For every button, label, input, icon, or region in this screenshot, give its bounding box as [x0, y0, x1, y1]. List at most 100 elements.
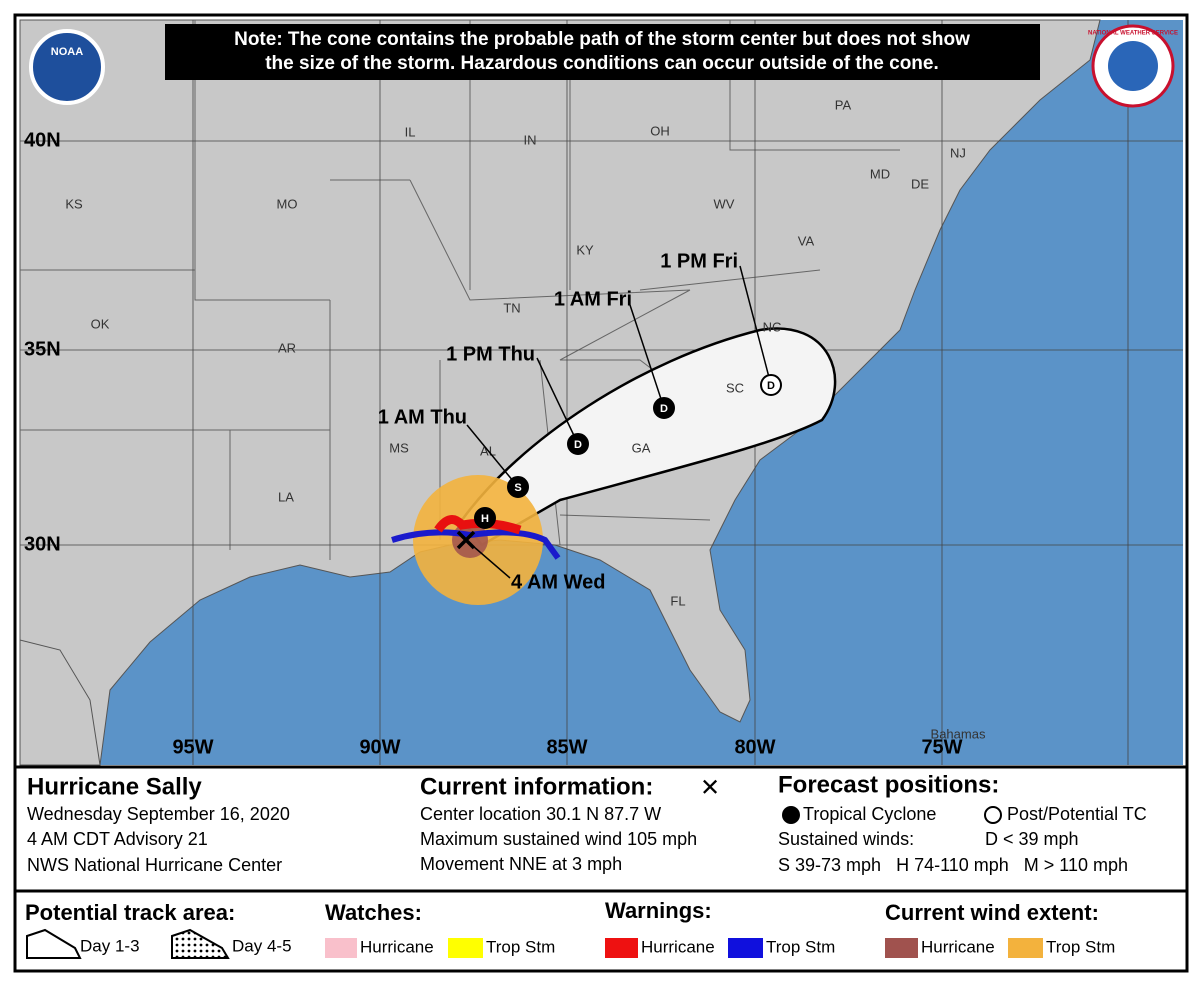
warnings-title: Warnings: — [605, 898, 712, 923]
wind-hurricane-swatch — [885, 938, 918, 958]
state-label: TN — [503, 300, 520, 315]
wind-title: Current wind extent: — [885, 900, 1099, 925]
tc-symbol — [782, 806, 800, 824]
warn-tropstm-swatch — [728, 938, 763, 958]
watches-title: Watches: — [325, 900, 422, 925]
wind-d: D < 39 mph — [985, 829, 1079, 849]
nws-logo-text: NATIONAL WEATHER SERVICE — [1088, 31, 1178, 37]
current-position — [456, 530, 476, 550]
forecast-marker-label: D — [767, 380, 775, 392]
forecast-time: 1 PM Thu — [446, 343, 535, 365]
warn-hurricane-label: Hurricane — [641, 937, 715, 956]
wind-classes: S 39-73 mph H 74-110 mph M > 110 mph — [778, 855, 1128, 875]
state-label: PA — [835, 97, 852, 112]
leader-line — [536, 357, 579, 445]
state-label: MO — [277, 196, 298, 211]
leader-line — [739, 265, 772, 386]
day45-label: Day 4-5 — [232, 936, 292, 955]
storm-name: Hurricane Sally — [27, 773, 202, 800]
state-label: IN — [524, 132, 537, 147]
wind-tropstm-label: Trop Stm — [1046, 937, 1115, 956]
land — [19, 19, 1101, 766]
land-mexico — [19, 639, 101, 766]
watch-hurricane-label: Hurricane — [360, 937, 434, 956]
day45-swatch — [171, 928, 230, 959]
forecast-marker-label: S — [514, 482, 521, 494]
track-title: Potential track area: — [25, 900, 235, 925]
day13-swatch — [26, 928, 82, 959]
forecast-marker — [567, 433, 589, 455]
watch-hurricane-swatch — [325, 938, 357, 958]
date: Wednesday September 16, 2020 — [27, 804, 290, 824]
graticule — [20, 20, 1183, 765]
state-label: MS — [389, 440, 409, 455]
forecast-title: Forecast positions: — [778, 771, 999, 798]
state-label: WV — [714, 196, 735, 211]
longitude-label: 95W — [172, 736, 213, 758]
hurricane-warning — [434, 515, 522, 535]
note-box — [165, 24, 1040, 80]
state-label: KY — [576, 242, 594, 257]
warn-hurricane-swatch — [605, 938, 638, 958]
sustained-winds: Sustained winds: — [778, 829, 914, 849]
latitude-label: 35N — [24, 338, 61, 360]
longitude-label: 85W — [546, 736, 587, 758]
forecast-marker — [474, 507, 496, 529]
state-label: OK — [91, 316, 110, 331]
forecast-marker-label: D — [574, 439, 582, 451]
forecast-marker — [760, 374, 782, 396]
tc-label: Tropical Cyclone — [803, 804, 936, 824]
post-tc-label: Post/Potential TC — [1007, 804, 1147, 824]
current-line: Movement NNE at 3 mph — [420, 854, 622, 874]
forecast-time: 1 PM Fri — [660, 250, 738, 272]
state-label: IL — [405, 124, 416, 139]
leader-line — [466, 424, 519, 488]
center-name: NWS National Hurricane Center — [27, 855, 282, 875]
state-label: LA — [278, 489, 294, 504]
current-line: Center location 30.1 N 87.7 W — [420, 804, 661, 824]
longitude-label: 80W — [734, 736, 775, 758]
state-label: AR — [278, 340, 296, 355]
state-label: OH — [650, 123, 670, 138]
noaa-logo — [29, 29, 105, 105]
forecast-marker-label: H — [481, 513, 489, 525]
wind-hurricane-label: Hurricane — [921, 937, 995, 956]
current-line: Maximum sustained wind 105 mph — [420, 829, 697, 849]
advisory: 4 AM CDT Advisory 21 — [27, 829, 208, 849]
state-label: GA — [632, 440, 651, 455]
state-label: MD — [870, 166, 890, 181]
post-tc-symbol — [984, 806, 1002, 824]
current-title: Current information: — [420, 773, 653, 800]
forecast-time: 1 AM Thu — [378, 406, 467, 428]
leader-line — [629, 304, 665, 409]
state-label: NJ — [950, 145, 966, 160]
forecast-cone — [460, 327, 837, 547]
state-label: KS — [65, 196, 83, 211]
forecast-marker — [507, 476, 529, 498]
noaa-logo-text: NOAA — [51, 46, 83, 58]
note-line: the size of the storm. Hazardous conditi… — [265, 53, 939, 74]
latitude-label: 30N — [24, 533, 61, 555]
state-label: Bahamas — [931, 726, 986, 741]
state-label: VA — [798, 233, 815, 248]
watch-tropstm-label: Trop Stm — [486, 937, 555, 956]
longitude-label: 75W — [921, 736, 962, 758]
current-symbol: ✕ — [700, 774, 720, 801]
warn-tropstm-label: Trop Stm — [766, 937, 835, 956]
longitude-label: 90W — [359, 736, 400, 758]
forecast-time: 4 AM Wed — [511, 571, 605, 593]
watch-tropstm-swatch — [448, 938, 483, 958]
forecast-marker — [653, 397, 675, 419]
state-label: SC — [726, 380, 744, 395]
forecast-marker-label: D — [660, 403, 668, 415]
state-label: DE — [911, 176, 929, 191]
latitude-label: 40N — [24, 129, 61, 151]
state-label: FL — [670, 593, 685, 608]
nws-logo-inner — [1108, 41, 1158, 91]
wind-tropstm-swatch — [1008, 938, 1043, 958]
day13-label: Day 1-3 — [80, 936, 140, 955]
note-line: Note: The cone contains the probable pat… — [234, 29, 970, 50]
forecast-time: 1 AM Fri — [554, 288, 632, 310]
